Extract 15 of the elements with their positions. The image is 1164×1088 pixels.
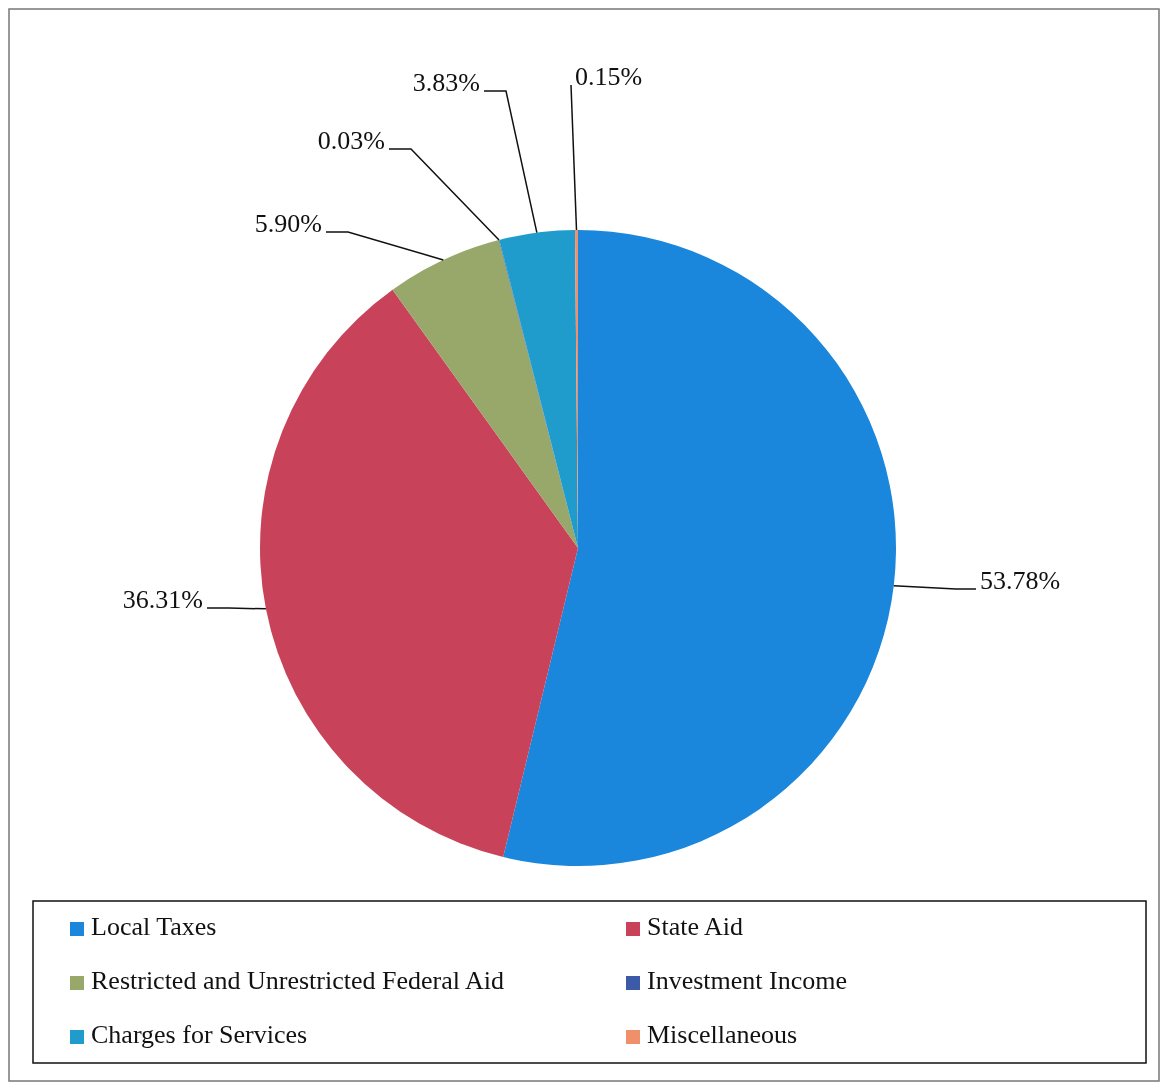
legend-label: State Aid bbox=[647, 911, 744, 941]
data-label: 5.90% bbox=[254, 208, 322, 238]
legend-label: Investment Income bbox=[647, 965, 847, 995]
data-label: 36.31% bbox=[122, 584, 203, 614]
legend-label: Miscellaneous bbox=[647, 1019, 798, 1049]
pie-slice bbox=[503, 230, 896, 866]
data-label: 53.78% bbox=[980, 565, 1061, 595]
pie-slice bbox=[392, 240, 578, 548]
data-label: 3.83% bbox=[412, 67, 480, 97]
data-label: 0.03% bbox=[317, 125, 385, 155]
legend-label: Restricted and Unrestricted Federal Aid bbox=[91, 965, 504, 995]
pie-slice bbox=[260, 289, 578, 858]
legend-label: Charges for Services bbox=[91, 1019, 308, 1049]
legend-label: Local Taxes bbox=[91, 911, 217, 941]
data-label: 0.15% bbox=[575, 61, 643, 91]
